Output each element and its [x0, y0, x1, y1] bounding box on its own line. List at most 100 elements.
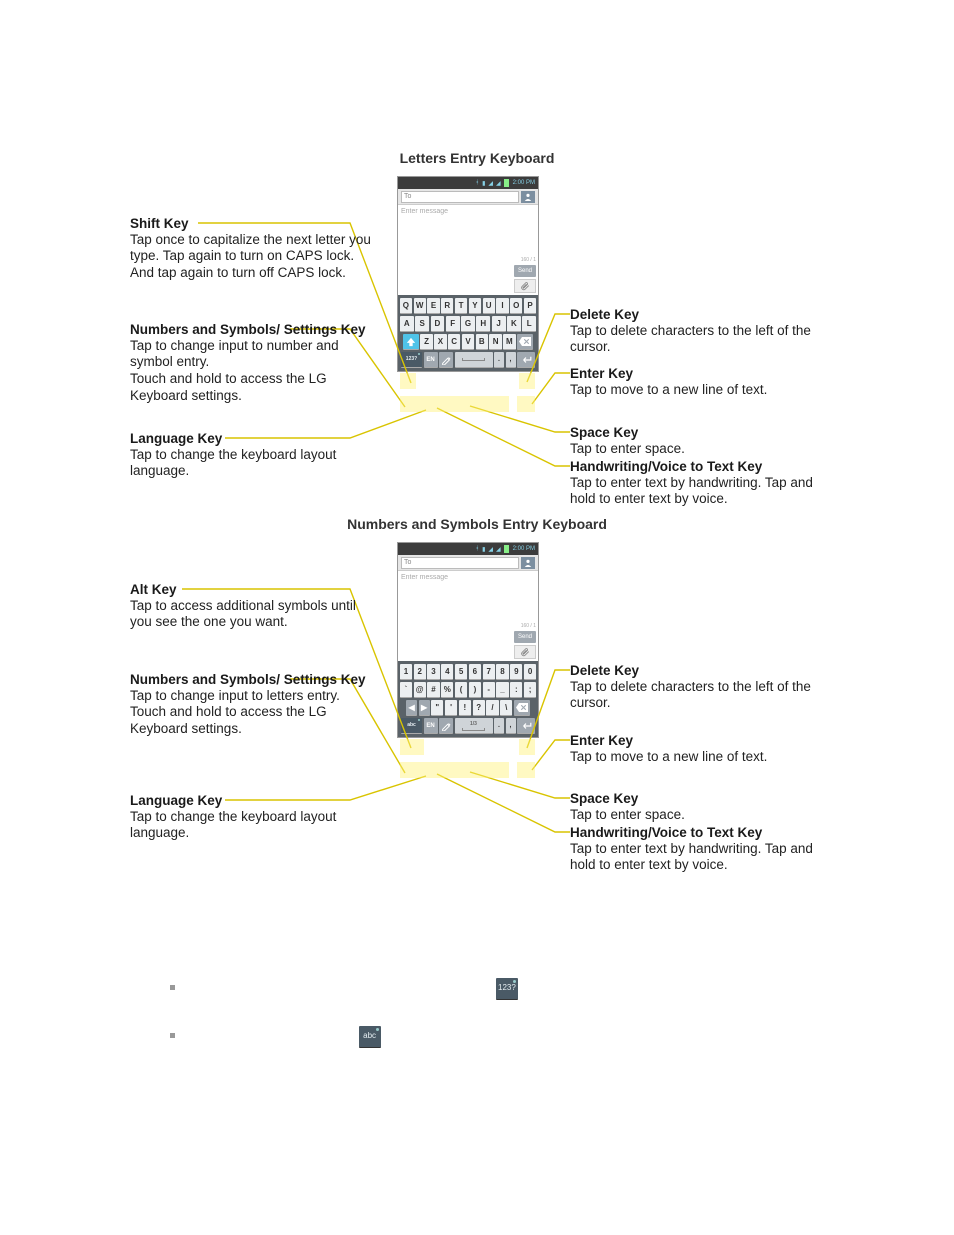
cell-icon: ◢ — [496, 546, 501, 553]
key-backslash[interactable]: \ — [500, 700, 512, 716]
key-8[interactable]: 8 — [496, 664, 508, 680]
clock: 2:00 PM — [513, 180, 535, 186]
language-key[interactable]: EN — [424, 352, 438, 368]
space-key[interactable]: 1/3 — [455, 718, 493, 734]
shift-key[interactable] — [403, 334, 419, 350]
side-panel: 160 / 1 Send — [512, 623, 536, 659]
callout-title: Handwriting/Voice to Text Key — [570, 459, 840, 475]
key-i[interactable]: I — [496, 298, 508, 314]
attach-button[interactable] — [514, 645, 536, 659]
key-5[interactable]: 5 — [455, 664, 467, 680]
key-d[interactable]: D — [431, 316, 445, 332]
key-2[interactable]: 2 — [414, 664, 426, 680]
enter-key[interactable] — [517, 352, 535, 368]
bullet-2: To return to letters entry, tap abc . — [170, 1026, 820, 1048]
key-v[interactable]: V — [462, 334, 474, 350]
wifi-icon: ◢ — [488, 546, 493, 553]
key-9[interactable]: 9 — [510, 664, 522, 680]
attach-button[interactable] — [514, 279, 536, 293]
pen-icon — [441, 355, 451, 365]
contacts-button[interactable] — [521, 191, 535, 203]
comma-key[interactable]: , — [506, 718, 516, 734]
status-bar: ᚼ ▮ ◢ ◢ 2:00 PM — [398, 543, 538, 555]
enter-key[interactable] — [517, 718, 535, 734]
key-o[interactable]: O — [510, 298, 522, 314]
key-underscore[interactable]: _ — [496, 682, 508, 698]
key-7[interactable]: 7 — [483, 664, 495, 680]
key-b[interactable]: B — [476, 334, 488, 350]
alt-prev-key[interactable]: ◀ — [406, 700, 417, 716]
language-key[interactable]: EN — [424, 718, 438, 734]
key-g[interactable]: G — [461, 316, 475, 332]
key-backtick[interactable]: ` — [400, 682, 412, 698]
space-key[interactable] — [455, 352, 493, 368]
key-lparen[interactable]: ( — [455, 682, 467, 698]
callout-body: Tap to delete characters to the left of … — [570, 679, 820, 713]
to-field[interactable]: To — [401, 191, 519, 203]
send-button[interactable]: Send — [514, 631, 536, 643]
key-x[interactable]: X — [434, 334, 446, 350]
key-f[interactable]: F — [446, 316, 460, 332]
key-y[interactable]: Y — [469, 298, 481, 314]
key-e[interactable]: E — [427, 298, 439, 314]
callout-space-key: Space Key Tap to enter space. — [570, 425, 820, 457]
handwriting-key[interactable] — [439, 352, 453, 368]
period-key[interactable]: . — [494, 718, 504, 734]
numbers-title: Numbers and Symbols Entry Keyboard — [0, 516, 954, 532]
callout-alt-key: Alt Key Tap to access additional symbols… — [130, 582, 380, 631]
mode-key[interactable]: abc — [401, 718, 422, 734]
kbd-row-2: A S D F G H J K L — [401, 316, 535, 332]
key-1[interactable]: 1 — [400, 664, 412, 680]
key-j[interactable]: J — [492, 316, 506, 332]
key-z[interactable]: Z — [420, 334, 432, 350]
key-hash[interactable]: # — [427, 682, 439, 698]
key-squote[interactable]: ' — [445, 700, 457, 716]
side-panel: 160 / 1 Send — [512, 257, 536, 293]
key-r[interactable]: R — [441, 298, 453, 314]
key-bang[interactable]: ! — [459, 700, 471, 716]
mode-key[interactable]: 123? — [401, 352, 422, 368]
message-area[interactable]: Enter message 160 / 1 Send — [398, 205, 538, 295]
to-field[interactable]: To — [401, 557, 519, 569]
key-w[interactable]: W — [414, 298, 426, 314]
letters-section: Letters Entry Keyboard — [0, 150, 954, 172]
delete-key[interactable] — [517, 334, 533, 350]
key-slash[interactable]: / — [486, 700, 498, 716]
key-t[interactable]: T — [455, 298, 467, 314]
delete-key[interactable] — [514, 700, 530, 716]
message-placeholder: Enter message — [401, 574, 448, 581]
wifi-icon: ◢ — [488, 180, 493, 187]
key-rparen[interactable]: ) — [469, 682, 481, 698]
key-at[interactable]: @ — [414, 682, 426, 698]
contacts-button[interactable] — [521, 557, 535, 569]
callout-title: Alt Key — [130, 582, 380, 598]
send-button[interactable]: Send — [514, 265, 536, 277]
key-3[interactable]: 3 — [427, 664, 439, 680]
key-s[interactable]: S — [415, 316, 429, 332]
key-semicolon[interactable]: ; — [524, 682, 536, 698]
key-percent[interactable]: % — [441, 682, 453, 698]
key-dash[interactable]: - — [483, 682, 495, 698]
key-a[interactable]: A — [400, 316, 414, 332]
alt-next-key[interactable]: ▶ — [419, 700, 430, 716]
key-m[interactable]: M — [503, 334, 515, 350]
key-q[interactable]: Q — [400, 298, 412, 314]
key-0[interactable]: 0 — [524, 664, 536, 680]
key-4[interactable]: 4 — [441, 664, 453, 680]
period-key[interactable]: . — [494, 352, 504, 368]
key-n[interactable]: N — [489, 334, 501, 350]
handwriting-key[interactable] — [439, 718, 453, 734]
key-p[interactable]: P — [524, 298, 536, 314]
key-dquote[interactable]: " — [431, 700, 443, 716]
key-u[interactable]: U — [483, 298, 495, 314]
key-h[interactable]: H — [476, 316, 490, 332]
key-colon[interactable]: : — [510, 682, 522, 698]
message-area[interactable]: Enter message 160 / 1 Send — [398, 571, 538, 661]
key-c[interactable]: C — [448, 334, 460, 350]
comma-key[interactable]: , — [506, 352, 516, 368]
key-l[interactable]: L — [522, 316, 536, 332]
key-question[interactable]: ? — [473, 700, 485, 716]
numbers-keyboard: 1 2 3 4 5 6 7 8 9 0 ` @ # % ( ) - _ : ; … — [398, 661, 538, 737]
key-k[interactable]: K — [507, 316, 521, 332]
key-6[interactable]: 6 — [469, 664, 481, 680]
